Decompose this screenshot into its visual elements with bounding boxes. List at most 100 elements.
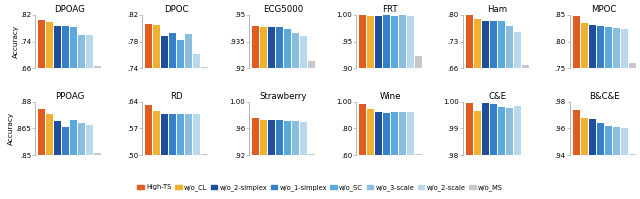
- Bar: [70, 27, 77, 199]
- Bar: [252, 26, 259, 199]
- Bar: [466, 15, 473, 199]
- Bar: [276, 120, 283, 199]
- Bar: [153, 25, 160, 199]
- Bar: [514, 32, 521, 199]
- Bar: [300, 122, 307, 199]
- Bar: [70, 120, 77, 199]
- Bar: [629, 63, 636, 199]
- Bar: [193, 54, 200, 199]
- Bar: [46, 22, 53, 199]
- Bar: [391, 112, 397, 199]
- Bar: [506, 108, 513, 199]
- Bar: [573, 16, 580, 199]
- Bar: [383, 16, 390, 199]
- Bar: [86, 125, 93, 199]
- Bar: [613, 127, 620, 199]
- Bar: [474, 19, 481, 199]
- Bar: [482, 21, 489, 199]
- Bar: [490, 104, 497, 199]
- Bar: [399, 16, 406, 199]
- Bar: [621, 128, 628, 199]
- Bar: [522, 65, 529, 199]
- Bar: [268, 27, 275, 199]
- Bar: [62, 26, 69, 199]
- Bar: [506, 26, 513, 199]
- Bar: [367, 109, 374, 199]
- Bar: [54, 26, 61, 199]
- Title: FRT: FRT: [383, 5, 398, 14]
- Bar: [161, 36, 168, 199]
- Bar: [284, 121, 291, 199]
- Title: C&E: C&E: [488, 92, 506, 101]
- Bar: [260, 120, 267, 199]
- Bar: [367, 16, 374, 199]
- Bar: [46, 114, 53, 199]
- Bar: [54, 121, 61, 199]
- Bar: [359, 15, 365, 199]
- Bar: [375, 112, 381, 199]
- Title: RD: RD: [170, 92, 183, 101]
- Bar: [415, 56, 422, 199]
- Bar: [589, 24, 596, 199]
- Title: Wine: Wine: [380, 92, 401, 101]
- Bar: [177, 113, 184, 199]
- Title: MPOC: MPOC: [591, 5, 617, 14]
- Bar: [308, 154, 315, 199]
- Bar: [193, 114, 200, 199]
- Title: PPOAG: PPOAG: [55, 92, 84, 101]
- Bar: [514, 106, 521, 199]
- Bar: [466, 103, 473, 199]
- Y-axis label: Accuracy: Accuracy: [8, 112, 14, 145]
- Bar: [629, 154, 636, 199]
- Bar: [597, 123, 604, 199]
- Bar: [260, 27, 267, 199]
- Title: DPOC: DPOC: [164, 5, 189, 14]
- Bar: [613, 28, 620, 199]
- Bar: [78, 123, 85, 199]
- Bar: [474, 111, 481, 199]
- Bar: [94, 153, 101, 199]
- Bar: [185, 34, 192, 199]
- Title: Strawberry: Strawberry: [260, 92, 307, 101]
- Bar: [292, 33, 299, 199]
- Bar: [185, 114, 192, 199]
- Bar: [407, 16, 414, 199]
- Bar: [201, 154, 208, 199]
- Bar: [86, 35, 93, 199]
- Bar: [38, 20, 45, 199]
- Bar: [169, 113, 176, 199]
- Bar: [145, 105, 152, 199]
- Bar: [498, 21, 505, 199]
- Bar: [589, 119, 596, 199]
- Bar: [300, 36, 307, 199]
- Bar: [276, 27, 283, 199]
- Title: DPOAG: DPOAG: [54, 5, 85, 14]
- Bar: [522, 155, 529, 199]
- Bar: [252, 118, 259, 199]
- Y-axis label: Accuracy: Accuracy: [13, 25, 19, 58]
- Bar: [169, 33, 176, 199]
- Bar: [292, 121, 299, 199]
- Bar: [581, 23, 588, 199]
- Bar: [605, 126, 612, 199]
- Bar: [359, 104, 365, 199]
- Bar: [153, 111, 160, 199]
- Bar: [482, 103, 489, 199]
- Bar: [383, 113, 390, 199]
- Bar: [62, 127, 69, 199]
- Title: ECG5000: ECG5000: [264, 5, 303, 14]
- Bar: [268, 120, 275, 199]
- Bar: [415, 154, 422, 199]
- Title: Ham: Ham: [487, 5, 508, 14]
- Bar: [375, 16, 381, 199]
- Bar: [94, 66, 101, 199]
- Bar: [581, 118, 588, 199]
- Bar: [399, 112, 406, 199]
- Bar: [605, 27, 612, 199]
- Bar: [284, 29, 291, 199]
- Bar: [407, 112, 414, 199]
- Bar: [145, 24, 152, 199]
- Bar: [597, 26, 604, 199]
- Bar: [498, 107, 505, 199]
- Bar: [78, 35, 85, 199]
